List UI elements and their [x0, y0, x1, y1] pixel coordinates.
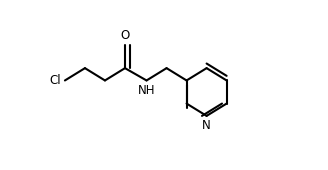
- Text: N: N: [202, 119, 211, 132]
- Text: O: O: [120, 29, 130, 42]
- Text: Cl: Cl: [50, 74, 61, 87]
- Text: NH: NH: [138, 84, 155, 97]
